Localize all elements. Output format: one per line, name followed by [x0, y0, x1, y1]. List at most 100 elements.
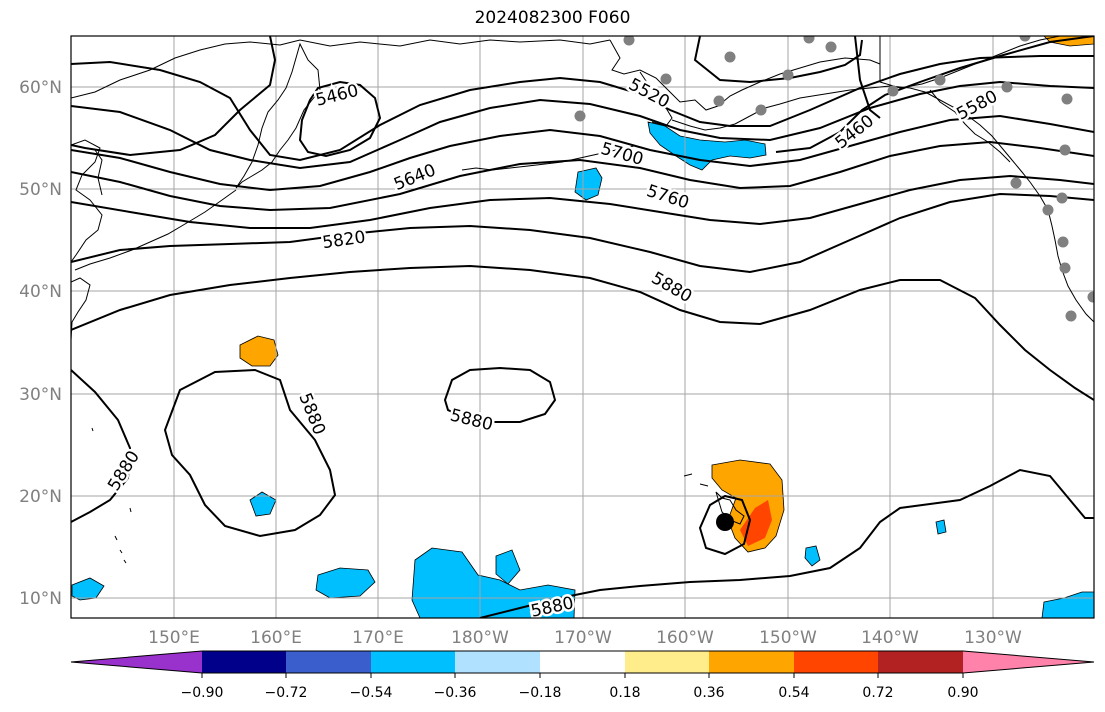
shade-hawaii-strong-positive	[740, 500, 772, 546]
colorbar-segment	[709, 651, 794, 673]
contour-5460-ridge	[775, 36, 1094, 153]
shade-tropical-negative-2	[411, 547, 576, 618]
colorbar-label-6: 0.18	[609, 685, 640, 701]
contour-5700	[71, 140, 1094, 212]
map-frame	[70, 35, 1095, 619]
lon-label-150E: 150°E	[148, 628, 200, 648]
colorbar-label-7: 0.36	[693, 685, 724, 701]
station-marker	[574, 110, 586, 122]
contour-5580	[71, 80, 1094, 170]
station-marker	[825, 41, 837, 53]
height-contours	[71, 36, 1094, 618]
station-marker	[755, 104, 767, 116]
station-marker	[1010, 177, 1022, 189]
coast-kamchatka	[235, 42, 321, 189]
station-marker	[660, 73, 672, 85]
contour-5640	[71, 114, 1094, 192]
coast-gulf-alaska	[779, 85, 1031, 183]
lon-label-160W: 160°W	[656, 628, 714, 648]
lon-label-140W: 140°W	[861, 628, 919, 648]
contour-5520	[71, 55, 1094, 162]
shade-small-negative-7	[935, 519, 947, 535]
lon-label-170W: 170°W	[554, 628, 612, 648]
longitude-labels: 150°E 160°E 170°E 180°W 170°W 160°W 150°…	[148, 628, 1022, 648]
shade-bering-negative	[647, 121, 767, 171]
colorbar-label-1: −0.90	[181, 685, 224, 701]
colorbar-segment	[455, 651, 540, 673]
shade-japan-positive	[239, 335, 279, 367]
coast-okhotsk	[71, 139, 103, 263]
station-marker	[1001, 81, 1013, 93]
contour-5880-south	[479, 468, 1094, 618]
contour-5460-ring	[71, 36, 277, 157]
latitude-labels: 60°N 50°N 40°N 30°N 20°N 10°N	[19, 78, 62, 609]
contour-5880-north	[71, 264, 1094, 401]
coast-siberia	[71, 39, 611, 99]
lon-label-180W: 180°W	[451, 628, 509, 648]
colorbar-segment	[202, 651, 286, 673]
colorbar-label-9: 0.72	[862, 685, 893, 701]
station-marker	[1057, 236, 1069, 248]
coast-hokkaido	[71, 277, 91, 341]
colorbar-label-5: −0.18	[519, 685, 562, 701]
colorbar-label-10: 0.90	[947, 685, 978, 701]
station-marker	[1059, 144, 1071, 156]
station-marker	[1019, 36, 1031, 42]
shade-small-negative-6	[804, 545, 821, 567]
colorbar-segment	[540, 651, 625, 673]
station-marker	[1059, 262, 1071, 274]
colorbar-label-4: −0.36	[434, 685, 477, 701]
contour-5880-wpac-high	[163, 368, 337, 538]
station-marker	[1042, 204, 1054, 216]
map-title: 2024082300 F060	[474, 8, 631, 28]
colorbar-segment	[371, 651, 455, 673]
lon-label-150W: 150°W	[759, 628, 817, 648]
shade-wpac-negative-small	[249, 491, 277, 517]
contour-5880-west	[71, 369, 132, 523]
lat-label-40N: 40°N	[19, 282, 62, 302]
contour-5820	[71, 192, 1094, 274]
colorbar-label-3: −0.54	[350, 685, 393, 701]
lon-label-130W: 130°W	[964, 628, 1022, 648]
station-marker	[1056, 192, 1068, 204]
station-marker	[1061, 93, 1073, 105]
lon-label-170E: 170°E	[352, 628, 404, 648]
coast-aleutians	[461, 145, 635, 171]
contour-5880-storm	[698, 494, 752, 556]
lat-label-50N: 50°N	[19, 180, 62, 200]
coast-islands-wpac	[91, 427, 132, 564]
station-marker	[623, 36, 635, 46]
station-marker	[1065, 310, 1077, 322]
storm-center-marker	[716, 513, 734, 531]
station-marker	[934, 74, 946, 86]
colorbar-segment	[794, 651, 878, 673]
shade-tropical-negative-1	[315, 567, 376, 599]
station-marker	[1087, 291, 1094, 303]
colorbar-label-8: 0.54	[778, 685, 809, 701]
coast-kurils	[74, 189, 237, 271]
station-markers	[574, 36, 1094, 322]
colorbar-segment	[878, 651, 963, 673]
shade-tropical-negative-3	[495, 549, 521, 585]
contour-5460-low	[298, 80, 382, 158]
contour-5880-central-high	[443, 366, 557, 423]
shade-aleutian-negative	[574, 167, 603, 201]
station-marker	[803, 36, 815, 44]
lon-label-160E: 160°E	[250, 628, 302, 648]
lat-label-10N: 10°N	[19, 589, 62, 609]
colorbar-segment	[71, 651, 202, 673]
contour-5760	[71, 174, 1094, 229]
colorbar-labels: −0.90 −0.72 −0.54 −0.36 −0.18 0.18 0.36 …	[181, 685, 979, 701]
shading-areas	[71, 36, 1094, 618]
colorbar-label-2: −0.72	[265, 685, 308, 701]
colorbar-segment	[286, 651, 371, 673]
coast-alaska-west	[609, 39, 881, 111]
colorbar-segment	[963, 651, 1094, 673]
lat-label-30N: 30°N	[19, 385, 62, 405]
station-marker	[724, 51, 736, 63]
graticule	[71, 36, 1094, 618]
station-marker	[713, 95, 725, 107]
colorbar-segment	[625, 651, 709, 673]
colorbar	[70, 650, 1095, 678]
